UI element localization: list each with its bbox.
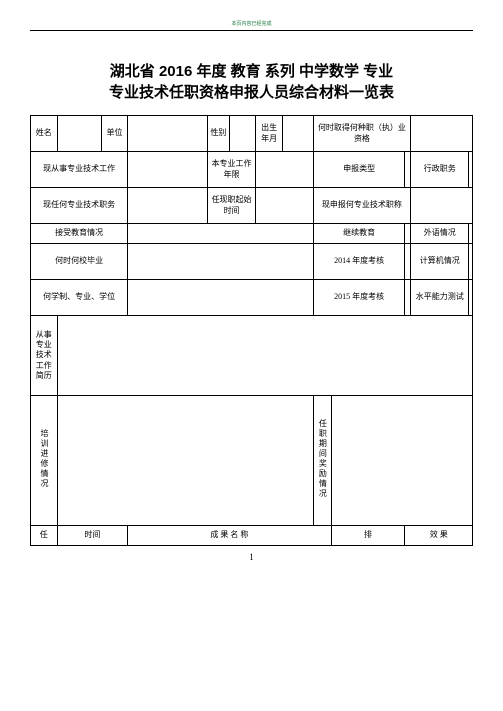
cell-y15-label: 2015 年度考核 (313, 280, 405, 316)
cell-rank-label: 排 (331, 526, 405, 546)
cell-level-value (469, 280, 473, 316)
cell-qual-label: 何时取得何种职（执）业资格 (313, 116, 410, 152)
cell-work-value (128, 152, 208, 188)
top-line (30, 30, 473, 31)
cell-work-label: 现从事专业技术工作 (31, 152, 128, 188)
cell-cont-label: 继续教育 (313, 224, 405, 244)
cell-lang-label: 外语情况 (411, 224, 469, 244)
title-line-2: 专业技术任职资格申报人员综合材料一览表 (30, 82, 473, 103)
cell-grad-label: 何时何校毕业 (31, 244, 128, 280)
document-title: 湖北省 2016 年度 教育 系列 中学数学 专业 专业技术任职资格申报人员综合… (30, 61, 473, 103)
cell-comp-label: 计算机情况 (411, 244, 469, 280)
cell-type-label: 申报类型 (313, 152, 405, 188)
cell-effect-label: 效 果 (405, 526, 473, 546)
cell-admin-value (469, 152, 473, 188)
cell-level-label: 水平能力测试 (411, 280, 469, 316)
cell-start-label: 任现职起始时间 (207, 188, 256, 224)
cell-edu-value (128, 224, 314, 244)
cell-year-label: 本专业工作年限 (207, 152, 256, 188)
cell-sex-label: 性别 (207, 116, 229, 152)
cell-name-value (57, 116, 101, 152)
cell-award-label: 任职期间奖励情况 (313, 396, 331, 526)
cell-train-value (57, 396, 313, 526)
cell-resultname-label: 成 果 名 称 (128, 526, 331, 546)
cell-sex-value (229, 116, 256, 152)
cell-ren-label: 任 (31, 526, 58, 546)
cell-deg-value (128, 280, 314, 316)
cell-edu-label: 接受教育情况 (31, 224, 128, 244)
cell-birth-value (282, 116, 313, 152)
cell-y14-label: 2014 年度考核 (313, 244, 405, 280)
cell-history-label: 从事专业技术工作简历 (31, 316, 58, 396)
cell-qual-value (411, 116, 473, 152)
main-form-table: 姓名 单位 性别 出生年月 何时取得何种职（执）业资格 现从事专业技术工作 本专… (30, 115, 473, 546)
cell-award-value (331, 396, 473, 526)
top-watermark: 本页内容已经完成 (30, 20, 473, 27)
cell-birth-label: 出生年月 (256, 116, 283, 152)
cell-admin-label: 行政职务 (411, 152, 469, 188)
cell-year-value (256, 152, 313, 188)
cell-comp-value (469, 244, 473, 280)
cell-grad-value (128, 244, 314, 280)
cell-time-label: 时间 (57, 526, 128, 546)
title-line-1: 湖北省 2016 年度 教育 系列 中学数学 专业 (30, 61, 473, 82)
cell-apply-label: 现申报何专业技术职称 (313, 188, 410, 224)
cell-train-label: 培训进修情况 (31, 396, 58, 526)
cell-history-value (57, 316, 472, 396)
cell-curpos-label: 现任何专业技术职务 (31, 188, 128, 224)
cell-unit-value (128, 116, 208, 152)
cell-deg-label: 何学制、专业、学位 (31, 280, 128, 316)
cell-lang-value (469, 224, 473, 244)
cell-apply-value (411, 188, 473, 224)
cell-curpos-value (128, 188, 208, 224)
cell-unit-label: 单位 (101, 116, 128, 152)
cell-start-value (256, 188, 313, 224)
cell-name-label: 姓名 (31, 116, 58, 152)
page-number: 1 (30, 552, 473, 562)
